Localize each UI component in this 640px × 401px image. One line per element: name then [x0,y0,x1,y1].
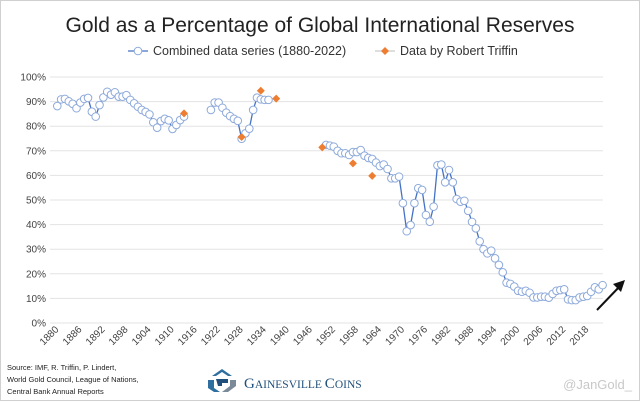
x-tick-label: 1940 [268,324,292,348]
data-point-combined [206,105,216,115]
x-tick-label: 1994 [476,324,500,348]
x-tick-label: 1964 [360,324,384,348]
data-point-combined [598,280,607,290]
data-point-combined [152,123,162,132]
gainesville-coins-logo: GAINESVILLE COINS [208,369,362,392]
data-point-combined [460,196,469,206]
x-tick-label: 2000 [499,324,523,348]
data-point-combined [245,124,254,133]
data-point-combined [394,172,404,181]
data-point-combined [145,110,154,119]
x-tick-label: 1886 [61,324,85,348]
x-tick-label: 1970 [384,324,408,348]
data-point-combined [475,237,485,246]
y-tick-label: 20% [26,269,46,280]
data-point-combined [248,105,258,115]
legend-label-triffin: Data by Robert Triffin [400,44,518,58]
x-tick-label: 2018 [568,324,592,348]
data-point-combined [425,217,435,226]
data-point-combined [53,101,62,111]
y-tick-label: 60% [26,171,46,182]
source-line: Central Bank Annual Reports [7,387,104,396]
data-point-combined [410,198,419,208]
legend: Combined data series (1880-2022) Data by… [128,44,518,58]
source-line: Source: IMF, R. Triffin, P. Lindert, [7,363,116,372]
x-tick-label: 1988 [453,324,477,348]
y-tick-label: 70% [26,146,46,157]
y-tick-label: 80% [26,122,46,133]
data-point-combined [233,116,243,126]
x-tick-label: 1934 [245,324,269,348]
data-point-combined [421,210,431,220]
y-tick-label: 90% [26,97,46,108]
data-point-combined [83,93,93,103]
data-point-combined [440,177,450,187]
legend-marker-triffin [381,47,389,55]
data-point-combined [486,246,496,255]
y-tick-label: 0% [32,319,47,330]
data-point-combined [402,226,412,236]
x-tick-label: 1892 [84,324,108,348]
x-tick-label: 1946 [291,324,315,348]
legend-label-combined: Combined data series (1880-2022) [153,44,346,58]
x-tick-label: 1952 [314,324,338,348]
x-tick-label: 1916 [176,324,200,348]
logo-mark-icon [208,369,236,392]
data-point-triffin [272,94,281,103]
data-point-triffin [318,143,327,152]
data-point-triffin [348,159,357,168]
y-tick-label: 30% [26,245,46,256]
source-line: World Gold Council, League of Nations, [7,375,139,384]
source-note: Source: IMF, R. Triffin, P. Lindert, Wor… [7,363,139,396]
data-point-combined [164,115,173,125]
x-tick-label: 1922 [199,324,223,348]
y-tick-label: 100% [20,73,46,84]
data-point-combined [383,164,392,174]
author-handle: @JanGold_ [563,377,633,392]
x-tick-label: 1976 [407,324,431,348]
y-tick-label: 10% [26,294,46,305]
data-point-triffin [256,86,265,95]
x-tick-label: 1958 [337,324,361,348]
x-tick-label: 1928 [222,324,246,348]
x-tick-label: 1898 [107,324,131,348]
data-point-combined [417,185,427,195]
data-point-combined [448,177,458,187]
data-point-combined [463,206,473,216]
data-point-combined [437,160,446,169]
y-tick-label: 40% [26,220,46,231]
legend-marker-combined [133,46,143,56]
x-tick-label: 2012 [545,324,569,348]
data-point-combined [264,95,273,105]
data-point-combined [471,223,481,233]
data-point-combined [490,254,500,263]
data-point-combined [494,260,504,270]
data-point-triffin [237,133,246,142]
data-point-combined [406,220,415,230]
data-point-triffin [368,171,377,180]
series-line-combined [325,144,604,301]
y-tick-label: 50% [26,196,46,207]
data-point-combined [559,284,569,294]
x-tick-label: 1904 [130,324,154,348]
upward-trend-arrow [596,280,625,311]
data-point-combined [498,268,508,277]
data-point-combined [467,217,477,227]
chart-title: Gold as a Percentage of Global Internati… [66,14,575,37]
x-tick-label: 2006 [522,324,546,348]
data-point-combined [444,165,454,175]
data-point-triffin [180,109,189,118]
data-point-combined [398,198,408,208]
brand-name: GAINESVILLE COINS [244,376,362,392]
data-point-combined [91,112,100,121]
data-point-combined [95,100,104,110]
x-tick-label: 1910 [153,324,177,348]
x-tick-label: 1982 [430,324,454,348]
data-point-combined [429,202,438,211]
